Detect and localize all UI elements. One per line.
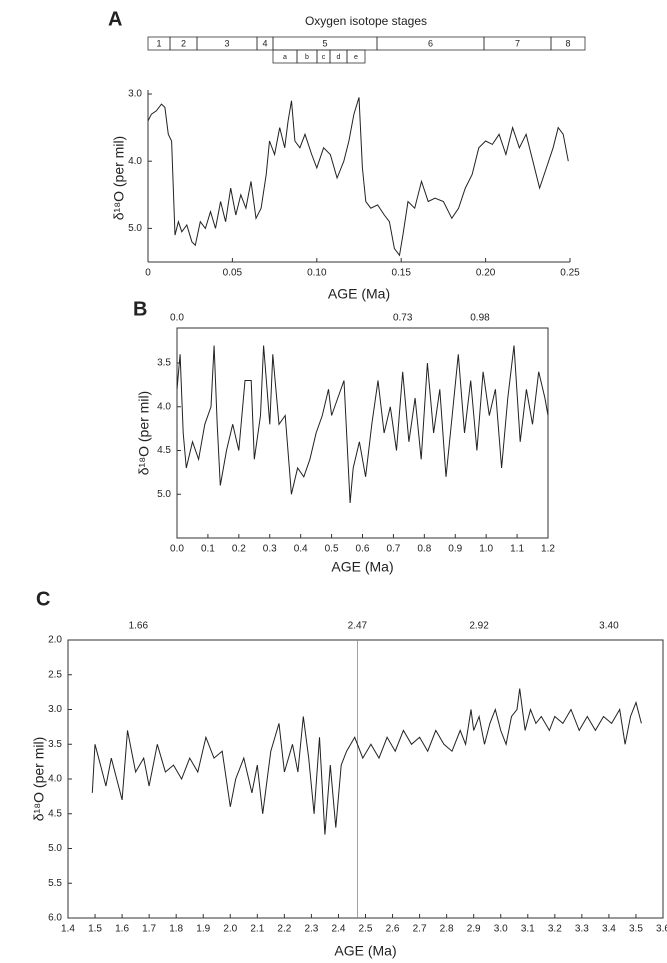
y-tick-label: 4.0 <box>157 401 171 412</box>
x-tick-label: 3.3 <box>575 924 589 935</box>
x-tick-label: 0.6 <box>356 544 370 555</box>
y-tick-label: 4.0 <box>128 156 142 167</box>
substage-label: e <box>354 54 358 61</box>
x-tick-label: 3.1 <box>521 924 535 935</box>
stage-label: 4 <box>262 38 267 48</box>
x-tick-label: 2.8 <box>440 924 454 935</box>
plot-frame <box>176 327 549 539</box>
x-tick-label: 2.7 <box>413 924 427 935</box>
y-tick-label: 4.5 <box>48 808 62 819</box>
y-tick-label: 6.0 <box>48 913 62 924</box>
y-tick-label: 5.5 <box>48 878 62 889</box>
stage-label: 8 <box>565 38 570 48</box>
y-tick-label: 2.0 <box>48 635 62 646</box>
top-label: 0.98 <box>470 313 490 324</box>
x-tick-label: 0.9 <box>448 544 462 555</box>
x-tick-label: 2.1 <box>250 924 264 935</box>
y-tick-label: 2.5 <box>48 669 62 680</box>
x-tick-label: 0.3 <box>263 544 277 555</box>
y-tick-label: 4.0 <box>48 774 62 785</box>
x-tick-label: 0.7 <box>386 544 400 555</box>
x-tick-label: 0.4 <box>294 544 308 555</box>
x-tick-label: 3.0 <box>494 924 508 935</box>
stage-label: 3 <box>224 38 229 48</box>
x-tick-label: 1.1 <box>510 544 524 555</box>
x-tick-label: 1.9 <box>196 924 210 935</box>
x-tick-label: 2.3 <box>304 924 318 935</box>
substage-label: c <box>322 54 326 61</box>
y-tick-label: 3.5 <box>48 739 62 750</box>
panel-letter: A <box>108 8 122 30</box>
top-label: 0.0 <box>170 313 184 324</box>
top-label: 3.40 <box>599 621 619 632</box>
x-axis-title: AGE (Ma) <box>334 943 396 959</box>
stage-label: 5 <box>322 38 327 48</box>
stage-label: 6 <box>428 38 433 48</box>
x-tick-label: 2.4 <box>332 924 346 935</box>
x-tick-label: 3.4 <box>602 924 616 935</box>
substage-label: d <box>337 54 341 61</box>
stage-label: 7 <box>515 38 520 48</box>
data-line <box>91 688 642 835</box>
x-tick-label: 0.10 <box>307 268 327 279</box>
plot-frame <box>67 639 664 919</box>
y-tick-label: 3.0 <box>128 89 142 100</box>
x-tick-label: 2.6 <box>386 924 400 935</box>
x-tick-label: 1.5 <box>88 924 102 935</box>
data-line <box>176 345 549 504</box>
x-axis-title: AGE (Ma) <box>331 559 393 575</box>
y-axis-title: δ¹⁸O (per mil) <box>136 391 152 475</box>
x-tick-label: 0.20 <box>476 268 496 279</box>
x-tick-label: 1.8 <box>169 924 183 935</box>
x-tick-label: 2.0 <box>223 924 237 935</box>
x-tick-label: 0.8 <box>417 544 431 555</box>
y-tick-label: 5.0 <box>48 843 62 854</box>
stage-box <box>550 36 586 51</box>
stage-title: Oxygen isotope stages <box>305 14 427 28</box>
x-tick-label: 2.5 <box>359 924 373 935</box>
x-tick-label: 3.5 <box>629 924 643 935</box>
top-label: 0.73 <box>393 313 413 324</box>
x-tick-label: 0.05 <box>223 268 243 279</box>
top-label: 1.66 <box>129 621 149 632</box>
y-tick-label: 3.5 <box>157 358 171 369</box>
x-tick-label: 0 <box>145 268 151 279</box>
substage-label: a <box>283 54 287 61</box>
stage-label: 1 <box>156 38 161 48</box>
y-tick-label: 4.5 <box>157 445 171 456</box>
substage-box <box>346 49 366 64</box>
x-tick-label: 1.2 <box>541 544 555 555</box>
top-label: 2.47 <box>348 621 368 632</box>
x-tick-label: 0.2 <box>232 544 246 555</box>
x-tick-label: 1.0 <box>479 544 493 555</box>
x-tick-label: 1.7 <box>142 924 156 935</box>
x-tick-label: 0.15 <box>391 268 411 279</box>
x-axis-title: AGE (Ma) <box>328 286 390 302</box>
x-tick-label: 0.0 <box>170 544 184 555</box>
stage-label: 2 <box>181 38 186 48</box>
x-tick-label: 0.25 <box>560 268 580 279</box>
x-tick-label: 3.2 <box>548 924 562 935</box>
x-tick-label: 1.4 <box>61 924 75 935</box>
panel-letter: B <box>133 298 147 320</box>
x-tick-label: 1.6 <box>115 924 129 935</box>
panel-letter: C <box>36 588 50 610</box>
data-line <box>147 97 569 257</box>
top-label: 2.92 <box>469 621 489 632</box>
x-tick-label: 2.9 <box>467 924 481 935</box>
x-tick-label: 3.6 <box>656 924 667 935</box>
y-axis-title: δ¹⁸O (per mil) <box>111 136 127 220</box>
y-axis-title: δ¹⁸O (per mil) <box>31 737 47 821</box>
y-tick-label: 5.0 <box>157 489 171 500</box>
y-tick-label: 5.0 <box>128 223 142 234</box>
y-tick-label: 3.0 <box>48 704 62 715</box>
x-tick-label: 0.5 <box>325 544 339 555</box>
x-tick-label: 2.2 <box>277 924 291 935</box>
substage-label: b <box>305 54 309 61</box>
x-tick-label: 0.1 <box>201 544 215 555</box>
